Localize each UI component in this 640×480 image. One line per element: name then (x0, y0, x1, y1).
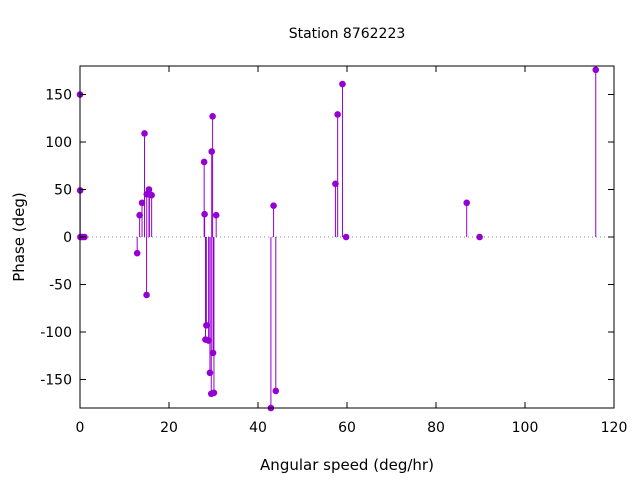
data-point (592, 66, 600, 74)
data-point (209, 349, 217, 357)
y-tick-label: 150 (45, 88, 72, 104)
y-tick-label: 100 (45, 135, 72, 151)
data-point (334, 111, 341, 118)
data-point (463, 199, 471, 207)
y-tick-label: 0 (63, 230, 72, 246)
x-tick-label: 0 (76, 420, 85, 436)
data-point (148, 191, 155, 199)
data-point (136, 211, 143, 219)
data-point (272, 387, 280, 395)
data-point (203, 322, 210, 329)
data-point (209, 113, 216, 120)
x-axis-title: Angular speed (deg/hr) (260, 456, 434, 474)
axes: 0 20 40 60 80 100 120 -150 -100 -50 0 50 100 150 (40, 66, 627, 436)
x-tick-label: 100 (512, 420, 539, 436)
data-point (206, 369, 214, 377)
chart-title: Station 8762223 (289, 26, 406, 42)
x-tick-label: 40 (249, 420, 267, 436)
data-point (342, 233, 350, 241)
x-tick-label: 120 (601, 420, 628, 436)
data-point (208, 148, 216, 155)
data-point (201, 210, 208, 218)
y-axis-title: Phase (deg) (10, 192, 28, 282)
y-tick-label: 50 (54, 183, 72, 199)
data-point (141, 130, 148, 137)
x-tick-label: 20 (160, 420, 178, 436)
y-tick-label: -150 (40, 373, 72, 389)
data-point (205, 337, 212, 344)
data-point (270, 202, 277, 209)
data-point (143, 291, 150, 299)
data-point (145, 186, 153, 193)
data-point (212, 211, 220, 219)
data-point (476, 233, 483, 241)
y-tick-label: -100 (40, 325, 72, 341)
data-point (339, 80, 346, 88)
x-tick-label: 60 (338, 420, 356, 436)
data-point (210, 389, 218, 397)
data-point (138, 199, 146, 207)
x-tick-label: 80 (427, 420, 445, 436)
data-point (133, 249, 141, 257)
plot-area (76, 66, 614, 412)
data-point (200, 158, 208, 166)
data-point (332, 180, 339, 188)
y-tick-label: -50 (49, 278, 72, 294)
